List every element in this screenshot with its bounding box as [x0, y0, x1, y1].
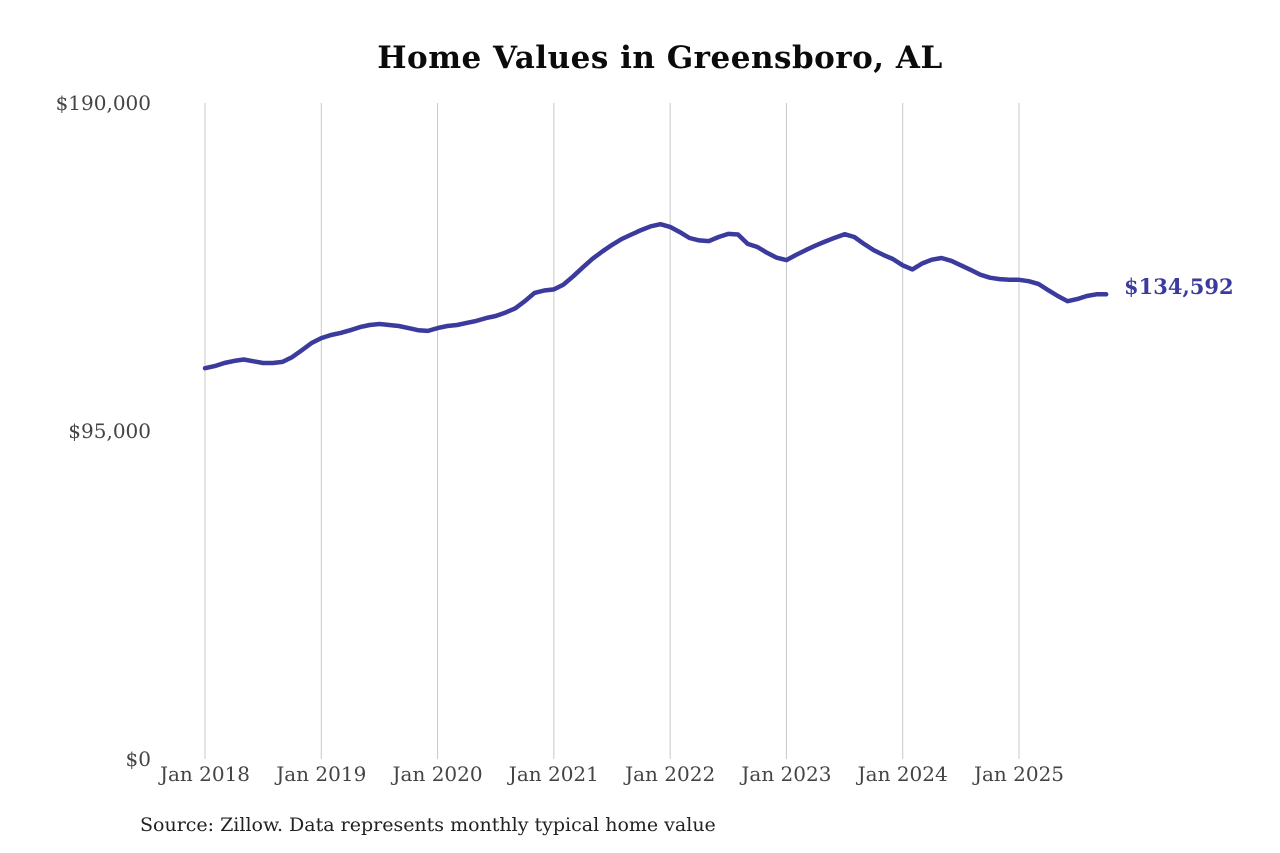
x-axis-tick-label: Jan 2025: [973, 762, 1065, 786]
x-axis-tick-label: Jan 2020: [392, 762, 483, 786]
y-axis-tick-label: $0: [125, 747, 151, 771]
x-axis-tick-label: Jan 2024: [857, 762, 948, 786]
x-axis-tick-label: Jan 2023: [741, 762, 832, 786]
x-axis-tick-label: Jan 2022: [625, 762, 716, 786]
latest-value-label: $134,592: [1124, 274, 1234, 299]
x-axis-tick-label: Jan 2021: [508, 762, 599, 786]
x-axis-tick-label: Jan 2018: [159, 762, 251, 786]
y-axis-tick-label: $190,000: [55, 91, 151, 115]
x-axis-tick-label: Jan 2019: [276, 762, 367, 786]
source-note: Source: Zillow. Data represents monthly …: [140, 814, 716, 836]
y-axis-tick-label: $95,000: [68, 419, 151, 443]
home-value-line: [202, 221, 1109, 371]
chart-title: Home Values in Greensboro, AL: [377, 40, 943, 76]
